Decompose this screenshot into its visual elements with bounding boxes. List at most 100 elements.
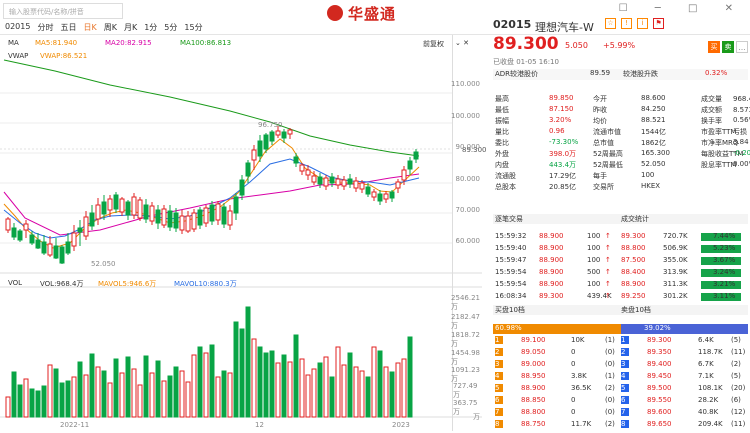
- book-cell: 0: [571, 360, 576, 368]
- volume-bar: [209, 344, 215, 418]
- stat-label: 总股本: [495, 183, 516, 191]
- volume-bar: [23, 378, 29, 418]
- mavol10-label: MAVOL10:880.3万: [174, 280, 237, 288]
- candle-body: [65, 241, 71, 254]
- candle-body: [167, 210, 173, 228]
- alert-icon[interactable]: !: [621, 18, 632, 29]
- book-cell: 0: [571, 408, 576, 416]
- volume-bar: [95, 366, 101, 418]
- candle-body: [299, 164, 305, 172]
- book-cell: (0): [605, 408, 615, 416]
- tab-daily-k[interactable]: 日K: [83, 23, 97, 32]
- candle-body: [353, 180, 359, 189]
- trade-stats-tab[interactable]: 成交统计: [621, 215, 649, 223]
- volume-bar: [167, 375, 173, 418]
- book-cell: 0: [571, 348, 576, 356]
- flag-icon[interactable]: ⚑: [653, 18, 664, 29]
- candle-body: [215, 203, 221, 221]
- book-cell: 89.050: [521, 348, 546, 356]
- trades-tab[interactable]: 逐笔交易: [495, 215, 523, 223]
- stat-value: 0.96: [549, 127, 565, 135]
- vwap-label: VWAP: [8, 52, 29, 60]
- volume-bar: [311, 368, 317, 418]
- volume-bar: [323, 356, 329, 418]
- candle-body: [143, 204, 149, 220]
- star-icon[interactable]: ☆: [605, 18, 616, 29]
- trade-stat-cell: 88.400: [621, 268, 646, 276]
- tab-5min[interactable]: 5分: [164, 23, 178, 32]
- trade-stat-cell: 5.23%: [713, 244, 736, 252]
- stat-value: 84.250: [641, 105, 666, 113]
- candle-body: [53, 245, 59, 259]
- chevron-down-icon[interactable]: ⌄ ✕: [455, 39, 469, 47]
- trade-row: 15:59:32 88.900 100 ↑ 89.300 720.7K 7.44%: [493, 232, 748, 243]
- x-tick: 12: [255, 421, 264, 429]
- book-cell: 89.500: [647, 384, 672, 392]
- trade-stat-cell: [701, 233, 741, 241]
- sell-button[interactable]: 卖: [722, 41, 734, 53]
- book-cell: 89.600: [647, 408, 672, 416]
- candle-body: [269, 131, 275, 142]
- window-controls[interactable]: ☐ ─ □ ✕: [618, 3, 745, 14]
- buy-button[interactable]: 买: [708, 41, 720, 53]
- trade-stat-cell: 313.9K: [663, 268, 688, 276]
- trade-stat-cell: 89.300: [621, 232, 646, 240]
- info-icon[interactable]: i: [637, 18, 648, 29]
- candle-body: [395, 181, 401, 189]
- volume-bar: [53, 368, 59, 418]
- trade-cell: 88.900: [539, 244, 564, 252]
- market-time: 已收盘 01-05 16:10: [493, 58, 559, 66]
- stat-label: 股息率TTM: [701, 161, 737, 169]
- volume-bar: [89, 353, 95, 418]
- stat-label: 总市值: [593, 139, 614, 147]
- volume-bar: [407, 336, 413, 418]
- volume-bar: [287, 361, 293, 418]
- tab-five-day[interactable]: 五日: [60, 23, 77, 32]
- stat-label: 今开: [593, 95, 607, 103]
- book-cell: 6: [495, 396, 503, 404]
- candle-body: [155, 209, 161, 224]
- tab-1min[interactable]: 1分: [144, 23, 158, 32]
- fq-label[interactable]: 前复权: [423, 40, 444, 48]
- book-cell: 2: [495, 348, 503, 356]
- order-book: 60.98% 39.02% 1 89.100 10K (1) 1 89.300 6.4K (5) 2…: [493, 324, 748, 433]
- trade-cell: 16:08:34: [495, 292, 527, 300]
- book-cell: 89.450: [647, 372, 672, 380]
- volume-bar: [227, 372, 233, 418]
- trade-row: 16:08:34 89.300 439.4K ↑ 89.250 301.2K 3.11%: [493, 292, 748, 303]
- candle-body: [239, 179, 245, 196]
- stat-label: 每手: [593, 172, 607, 180]
- book-cell: 89.000: [521, 360, 546, 368]
- tab-intraday[interactable]: 分时: [37, 23, 54, 32]
- vol-tick: 2546.21万: [451, 294, 480, 311]
- book-cell: 108.1K: [698, 384, 723, 392]
- tab-weekly-k[interactable]: 周K: [103, 23, 117, 32]
- candle-body: [29, 234, 35, 244]
- adr-change-value: 0.32%: [705, 69, 728, 77]
- volume-bar: [155, 360, 161, 418]
- x-tick: 2023: [392, 421, 410, 429]
- book-cell: 5: [621, 384, 629, 392]
- tab-code[interactable]: 02015: [5, 22, 31, 31]
- trade-stat-cell: 3.24%: [713, 268, 736, 276]
- volume-bar: [251, 338, 257, 418]
- stat-value: 8.573亿: [733, 106, 750, 114]
- stat-value: 52.050: [641, 160, 666, 168]
- candle-body: [323, 177, 329, 187]
- brand-logo: 华盛通: [327, 3, 409, 23]
- volume-bar: [203, 352, 209, 418]
- candle-body: [71, 232, 77, 247]
- low-mark: 52.050: [91, 260, 116, 268]
- trade-cell: 100: [587, 280, 601, 288]
- search-input[interactable]: 输入股票代码/名称/拼音: [3, 3, 123, 19]
- trade-cell: 88.900: [539, 280, 564, 288]
- price-change-pct: +5.99%: [603, 41, 636, 50]
- trade-stat-cell: 3.11%: [713, 292, 736, 300]
- more-icon[interactable]: …: [736, 41, 748, 53]
- candle-body: [377, 193, 383, 202]
- stat-value: -73.30%: [549, 138, 579, 146]
- tab-15min[interactable]: 15分: [184, 23, 203, 32]
- book-cell: (11): [731, 420, 746, 428]
- tab-monthly-k[interactable]: 月K: [123, 23, 138, 32]
- book-cell: 6: [621, 396, 629, 404]
